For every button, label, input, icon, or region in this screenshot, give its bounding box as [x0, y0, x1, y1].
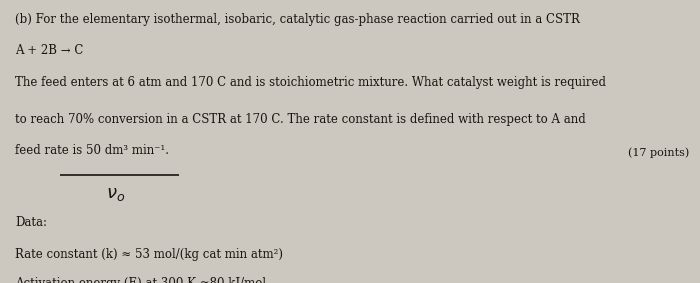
Text: Rate constant (k) ≈ 53 mol/(kg cat min atm²): Rate constant (k) ≈ 53 mol/(kg cat min a…	[15, 248, 284, 261]
Text: (17 points): (17 points)	[629, 147, 690, 158]
Text: Activation energy (E) at 300 K ≈80 kJ/mol: Activation energy (E) at 300 K ≈80 kJ/mo…	[15, 277, 267, 283]
Text: Data:: Data:	[15, 216, 48, 230]
Text: The feed enters at 6 atm and 170 C and is stoichiometric mixture. What catalyst : The feed enters at 6 atm and 170 C and i…	[15, 76, 606, 89]
Text: $\nu_o$: $\nu_o$	[106, 185, 125, 203]
Text: (b) For the elementary isothermal, isobaric, catalytic gas-phase reaction carrie: (b) For the elementary isothermal, isoba…	[15, 13, 580, 26]
Text: feed rate is 50 dm³ min⁻¹.: feed rate is 50 dm³ min⁻¹.	[15, 144, 169, 157]
Text: A + 2B → C: A + 2B → C	[15, 44, 84, 57]
Text: to reach 70% conversion in a CSTR at 170 C. The rate constant is defined with re: to reach 70% conversion in a CSTR at 170…	[15, 113, 586, 126]
